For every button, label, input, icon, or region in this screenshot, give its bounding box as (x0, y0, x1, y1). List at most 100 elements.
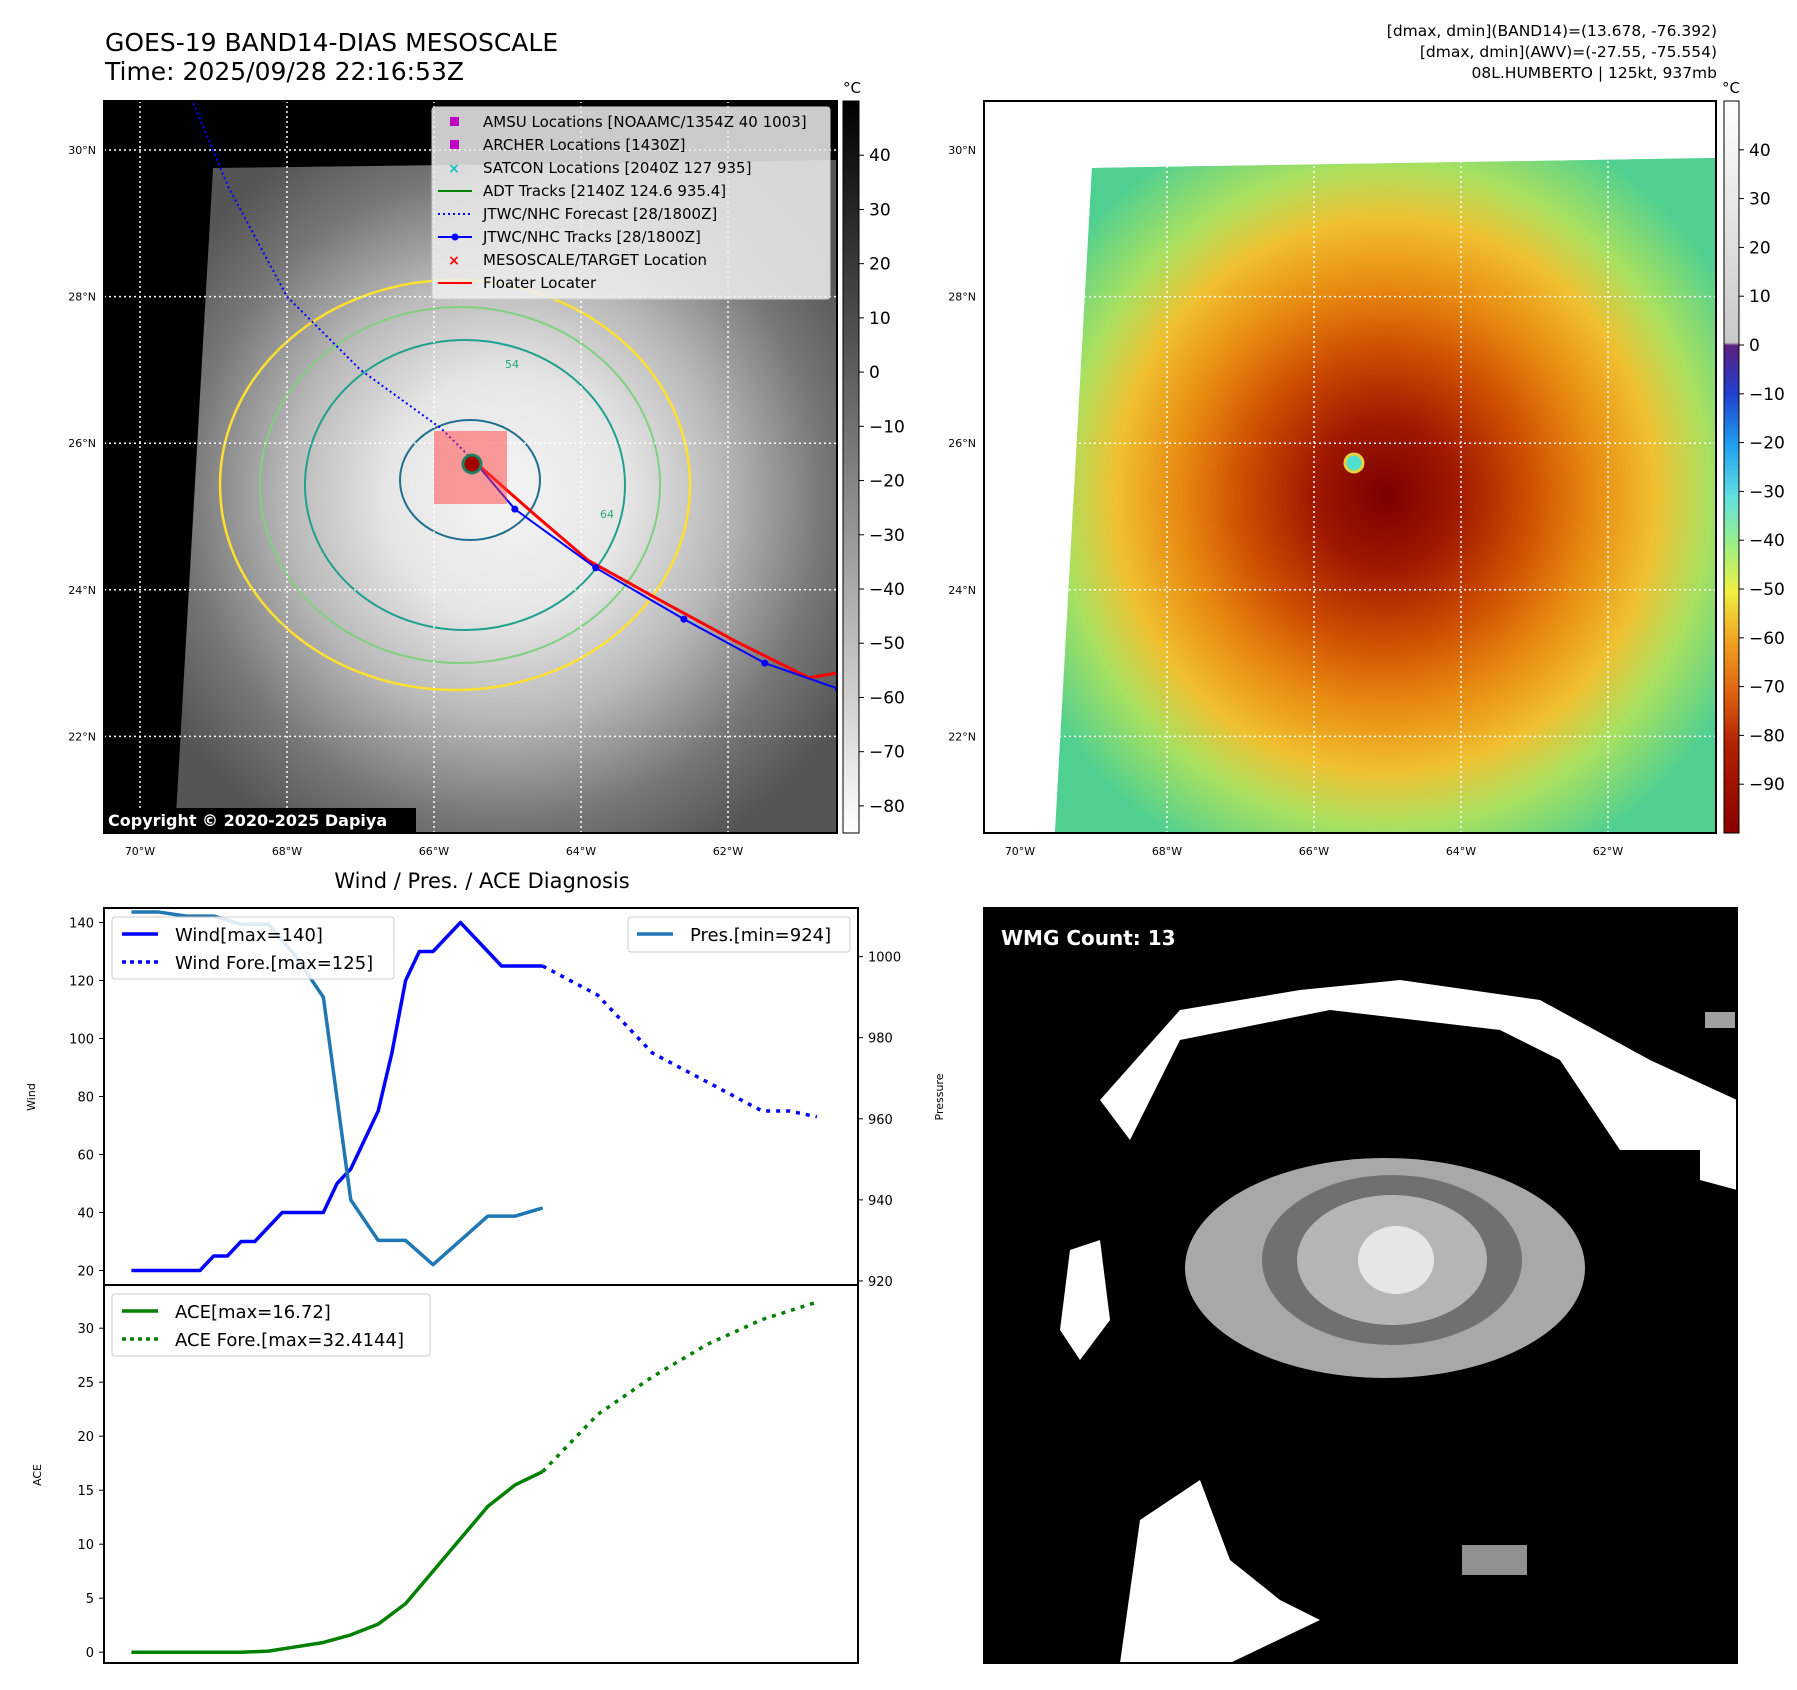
wmg-frame (983, 907, 1738, 1664)
colorbar-tick-label: −40 (1749, 531, 1785, 551)
lat-label: 22°N (948, 730, 976, 743)
contour-inner (399, 419, 541, 541)
colorbar-tick-label: 30 (1749, 190, 1771, 210)
wmg-panel: WMG Count: 13 (983, 907, 1738, 1664)
y-tick-label-right: 1000 (868, 951, 901, 966)
colorbar-tick-label: 0 (869, 363, 880, 383)
colorbar-tick-label: 40 (869, 146, 891, 166)
best-track-point (680, 615, 688, 623)
lon-label: 66°W (419, 845, 449, 858)
y-tick-label: 40 (77, 1207, 94, 1222)
y-tick-label: 30 (77, 1322, 94, 1337)
colorbar-tick-label: 0 (1749, 336, 1760, 356)
colorbar-tick-label: −10 (869, 417, 905, 437)
wmg-count-label: WMG Count: 13 (1001, 926, 1176, 950)
lon-label: 68°W (272, 845, 302, 858)
y-tick-label: 20 (77, 1430, 94, 1445)
best-track-point (761, 659, 769, 667)
lat-label: 28°N (948, 291, 976, 304)
colorbar-tick-label: −80 (1749, 726, 1785, 746)
best-track-point (592, 564, 600, 572)
y-tick-label-right: 960 (868, 1113, 893, 1128)
copyright-text: Copyright © 2020-2025 Dapiya (108, 811, 387, 830)
contour-label-64: 64 (600, 508, 614, 521)
wind-legend-label: Wind[max=140] (175, 925, 323, 946)
colorbar-tick-label: 20 (1749, 238, 1771, 258)
ace-legend-label: ACE[max=16.72] (175, 1302, 331, 1323)
legend-label: Floater Locater (483, 274, 597, 292)
figure-title: GOES-19 BAND14-DIAS MESOSCALE (105, 28, 559, 57)
figure-time: Time: 2025/09/28 22:16:53Z (105, 57, 464, 86)
y-tick-label: 0 (86, 1646, 94, 1661)
legend-marker-square (450, 117, 459, 126)
map2-gridlines (984, 101, 1716, 833)
colorbar-tick-label: −20 (1749, 434, 1785, 454)
wind-fore-legend-label: Wind Fore.[max=125] (175, 953, 373, 974)
series-line (131, 920, 543, 1273)
copyright-box (104, 808, 416, 832)
contour-teal (304, 339, 626, 631)
colorbar-tick-label: 20 (869, 255, 891, 275)
colorbar-tick-label: 10 (1749, 287, 1771, 307)
lon-label: 68°W (1152, 845, 1182, 858)
legend-marker-square (450, 140, 459, 149)
lon-label: 70°W (1005, 845, 1035, 858)
colorbar-tick-label: −20 (869, 472, 905, 492)
wmg-gray-patch-small (1705, 1012, 1735, 1028)
wmg-white-patch-left (1060, 1240, 1110, 1360)
storm-info-text: 08L.HUMBERTO | 125kt, 937mb (1471, 64, 1718, 82)
lat-label: 24°N (948, 584, 976, 597)
colorbar-tick-label: −50 (869, 634, 905, 654)
map2-axis-labels: 30°N 28°N 26°N 24°N 22°N 70°W 68°W 66°W 64°W 62°W (948, 144, 1623, 858)
colorbar-color-unit: °C (1722, 79, 1740, 97)
series-line (541, 964, 818, 1119)
y-tick-label: 60 (77, 1149, 94, 1164)
wind-pressure-chart: 20 40 60 80 100 120 140 920 940 960 980 1000 Wind P… (25, 907, 946, 1290)
lon-label: 62°W (713, 845, 743, 858)
colorbar-gray-bar (842, 100, 860, 834)
colorbar-tick-label: −30 (1749, 482, 1785, 502)
ir-color-map: 30°N 28°N 26°N 24°N 22°N 70°W 68°W 66°W 64°W 62°W (948, 100, 1717, 858)
colorbar-tick-label: 10 (869, 309, 891, 329)
lat-label: 28°N (68, 291, 96, 304)
colorbar-tick-label: −50 (1749, 580, 1785, 600)
legend-label: JTWC/NHC Tracks [28/1800Z] (482, 228, 701, 246)
lon-label: 66°W (1299, 845, 1329, 858)
wmg-gray-patch (1462, 1545, 1527, 1575)
lon-label: 70°W (125, 845, 155, 858)
lon-label: 64°W (566, 845, 596, 858)
y-tick-label: 20 (77, 1265, 94, 1280)
y-tick-label-right: 920 (868, 1275, 893, 1290)
colorbar-tick-label: −60 (869, 688, 905, 708)
awv-range-text: [dmax, dmin](AWV)=(-27.55, -75.554) (1419, 43, 1717, 61)
wmg-eye (1358, 1226, 1434, 1294)
legend-box (431, 106, 831, 300)
contour-lightgreen (259, 306, 661, 664)
pressure-legend-label: Pres.[min=924] (690, 925, 831, 946)
colorbar-tick-label: −60 (1749, 629, 1785, 649)
y-tick-label: 10 (77, 1538, 94, 1553)
wmg-count-box (993, 922, 1183, 954)
map2-frame (983, 100, 1717, 834)
wmg-white-patch-bottom (1120, 1480, 1320, 1663)
ace-ylabel: ACE (31, 1464, 44, 1486)
series-line (131, 910, 544, 1267)
legend-marker-x: × (448, 253, 460, 269)
y-tick-label: 100 (69, 1033, 94, 1048)
lat-label: 30°N (68, 144, 96, 157)
colorbar-tick-label: −30 (869, 526, 905, 546)
colorbar-tick-label: −40 (869, 580, 905, 600)
colorbar-tick-label: −10 (1749, 385, 1785, 405)
colorbar-tick-label: −70 (869, 743, 905, 763)
lat-label: 22°N (68, 730, 96, 743)
colorbar-tick-label: −80 (869, 797, 905, 817)
pressure-ylabel: Pressure (933, 1073, 946, 1120)
storm-eye-marker (461, 453, 483, 475)
series-line (131, 1470, 544, 1654)
contour-label-54: 54 (505, 358, 519, 371)
y-tick-label: 15 (77, 1484, 94, 1499)
map-axis-labels: 30°N 28°N 26°N 24°N 22°N 70°W 68°W 66°W 64°W 62°W (68, 144, 743, 858)
y-tick-label-right: 980 (868, 1032, 893, 1047)
legend-label: AMSU Locations [NOAAMC/1354Z 40 1003] (483, 113, 807, 131)
